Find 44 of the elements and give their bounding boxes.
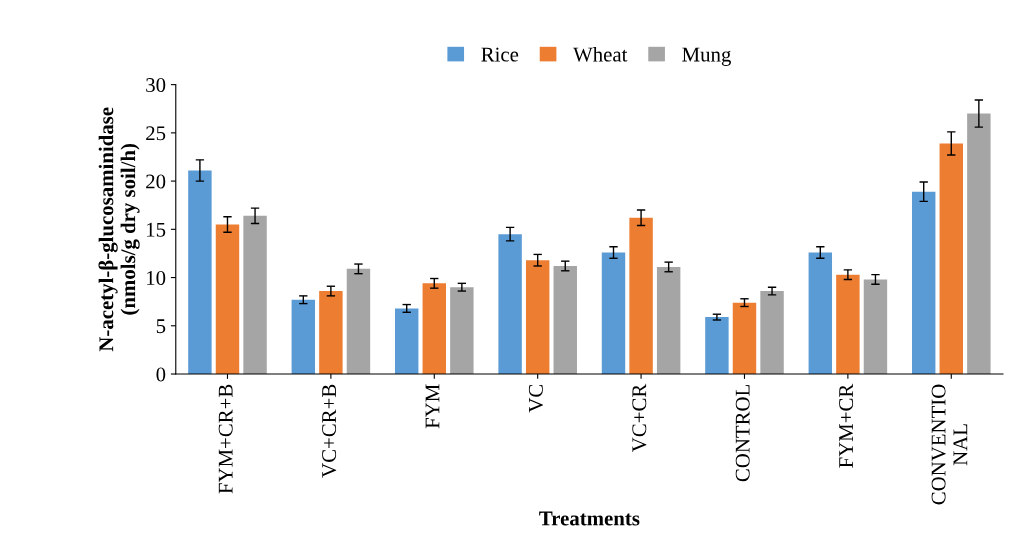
bar (346, 268, 371, 375)
x-tick-label: FYM (425, 384, 440, 429)
legend-label: Mung (682, 47, 731, 66)
x-tick-label: FYM+CR+B (218, 384, 233, 494)
bar (394, 308, 419, 375)
bar (498, 234, 522, 375)
bar (863, 279, 888, 375)
x-tick-label: VC+CR+B (322, 384, 337, 478)
bar (215, 224, 240, 375)
x-tick-label: VC+CR (632, 383, 647, 452)
x-tick-label: FYM+CR (839, 383, 854, 468)
bar (601, 252, 626, 375)
bar (525, 260, 550, 375)
y-tick-label: 10 (147, 270, 166, 285)
y-tick-label: 20 (146, 174, 166, 189)
bar (967, 113, 991, 375)
bar (450, 287, 474, 375)
bar (243, 215, 267, 375)
bar (732, 302, 757, 375)
bar (939, 143, 963, 375)
y-tick-label: 30 (146, 78, 166, 93)
bar (422, 283, 446, 375)
bar (760, 291, 784, 375)
y-axis-title: N-acetyl-β-glucosaminidase (nmols/g dry soil/h) (98, 107, 140, 352)
x-tick-label: CONVENTIO NAL (931, 384, 968, 505)
y-tick-label: 15 (147, 222, 166, 237)
bar (656, 266, 681, 375)
bar (553, 265, 577, 375)
bar (319, 291, 343, 375)
bar (705, 317, 729, 375)
bar (808, 252, 833, 375)
bar (911, 191, 936, 375)
y-tick-label: 0 (156, 367, 166, 382)
legend-label: Rice (481, 47, 519, 62)
legend-label: Wheat (573, 46, 628, 62)
y-tick-label: 5 (156, 319, 166, 334)
x-axis-title: Treatments (539, 511, 640, 526)
bar (629, 217, 653, 375)
y-tick-label: 25 (146, 126, 166, 141)
bar (188, 170, 212, 375)
x-tick-label: VC (528, 384, 544, 413)
x-tick-label: CONTROL (735, 384, 750, 482)
bar (836, 274, 860, 375)
bar (291, 299, 316, 375)
